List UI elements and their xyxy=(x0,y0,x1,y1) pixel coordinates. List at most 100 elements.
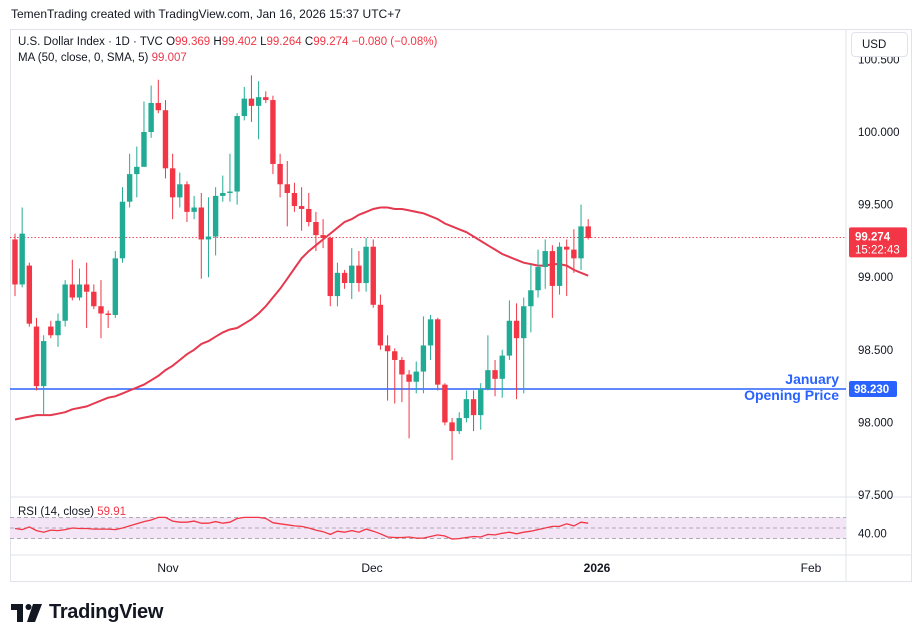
candle-body xyxy=(26,265,33,324)
price-tick-label: 100.500 xyxy=(858,54,900,66)
candle-body xyxy=(40,341,47,387)
time-tick-label: Dec xyxy=(361,561,382,575)
candle-body xyxy=(341,272,348,284)
candle-body xyxy=(19,233,25,285)
candle-body xyxy=(191,207,197,212)
rsi-legend[interactable]: RSI (14, close) 59.91 xyxy=(18,506,126,518)
candle xyxy=(334,262,341,307)
candle-body xyxy=(298,206,305,209)
tradingview-logo-icon xyxy=(11,603,42,622)
candle-body xyxy=(564,246,570,250)
candle-body xyxy=(169,168,176,198)
candle xyxy=(513,303,520,400)
open-value: 99.369 xyxy=(175,36,211,48)
candle xyxy=(506,300,513,360)
candle-body xyxy=(62,284,68,321)
candle xyxy=(83,262,90,329)
close-label: C xyxy=(304,36,314,48)
high-value: 99.402 xyxy=(221,36,257,48)
candle-body xyxy=(356,265,362,284)
candle xyxy=(55,313,61,347)
candle xyxy=(105,310,111,329)
candle xyxy=(571,229,577,273)
time-tick-label: Nov xyxy=(157,561,178,575)
candles xyxy=(12,75,591,461)
candle-body xyxy=(248,98,255,106)
time-tick-label: Feb xyxy=(801,561,822,575)
price-gridlines xyxy=(10,29,912,582)
candle xyxy=(119,187,126,263)
symbol-label: U.S. Dollar Index · 1D · TVC xyxy=(18,36,163,48)
candle xyxy=(585,219,591,240)
tradingview-logo[interactable]: TradingView xyxy=(11,601,163,624)
candle-body xyxy=(556,246,563,286)
ma50-line xyxy=(14,206,589,421)
candle xyxy=(62,280,68,327)
candle-body xyxy=(220,192,226,196)
candle xyxy=(48,320,54,339)
candle-body xyxy=(442,384,448,423)
candle xyxy=(298,187,305,231)
candle xyxy=(134,146,140,198)
rsi-pane: 40.00 xyxy=(10,516,887,540)
rsi-label: RSI (14, close) xyxy=(18,506,95,518)
candle-body xyxy=(492,370,498,379)
price-tick-label: 97.500 xyxy=(858,490,893,502)
candle xyxy=(384,335,391,401)
candle xyxy=(327,236,333,307)
candle xyxy=(241,86,247,121)
candle-body xyxy=(205,236,212,240)
candle-body xyxy=(585,226,591,238)
candle-body xyxy=(270,100,276,164)
candle-body xyxy=(241,98,247,117)
candle-body xyxy=(499,355,505,379)
candle xyxy=(521,297,527,394)
candle xyxy=(356,251,362,292)
candle xyxy=(492,359,498,397)
candle-body xyxy=(399,359,405,375)
candle-body xyxy=(284,184,290,193)
candle-body xyxy=(571,249,577,259)
candle-body xyxy=(513,320,520,339)
candle xyxy=(427,314,434,360)
candle-body xyxy=(528,290,534,307)
candle xyxy=(528,264,534,333)
chart-frame[interactable] xyxy=(10,29,912,582)
candle-body xyxy=(148,102,154,132)
candle-body xyxy=(291,192,298,207)
candle xyxy=(40,335,47,416)
candle-body xyxy=(112,258,119,315)
candle xyxy=(191,195,197,220)
candle-body xyxy=(420,345,427,372)
candle xyxy=(155,79,161,114)
candle xyxy=(33,317,40,391)
candle xyxy=(377,294,384,350)
candle xyxy=(406,370,412,439)
candle-body xyxy=(456,418,462,432)
price-tick-label: 99.500 xyxy=(858,200,893,212)
open-label: O xyxy=(166,36,176,48)
tradingview-logo-text: TradingView xyxy=(49,601,164,623)
candle-body xyxy=(306,208,312,223)
candle-body xyxy=(334,272,341,297)
attribution-text: TemenTrading created with TradingView.co… xyxy=(11,7,401,21)
candle xyxy=(463,390,470,423)
candle-body xyxy=(449,422,455,432)
candle-body xyxy=(105,313,111,315)
ohlc-legend[interactable]: U.S. Dollar Index · 1D · TVC O99.369 H99… xyxy=(18,36,437,48)
candle-body xyxy=(320,235,326,238)
currency-button[interactable]: USD xyxy=(851,32,908,57)
candle xyxy=(177,172,183,208)
candle xyxy=(284,161,290,227)
ma-legend[interactable]: MA (50, close, 0, SMA, 5) 99.007 xyxy=(18,52,187,64)
candle-body xyxy=(277,163,283,185)
candle xyxy=(370,239,376,308)
candle-body xyxy=(33,326,40,387)
high-label: H xyxy=(213,36,222,48)
candle xyxy=(485,335,491,391)
candle-body xyxy=(126,174,133,202)
low-value: 99.264 xyxy=(266,36,302,48)
candle xyxy=(227,153,233,202)
